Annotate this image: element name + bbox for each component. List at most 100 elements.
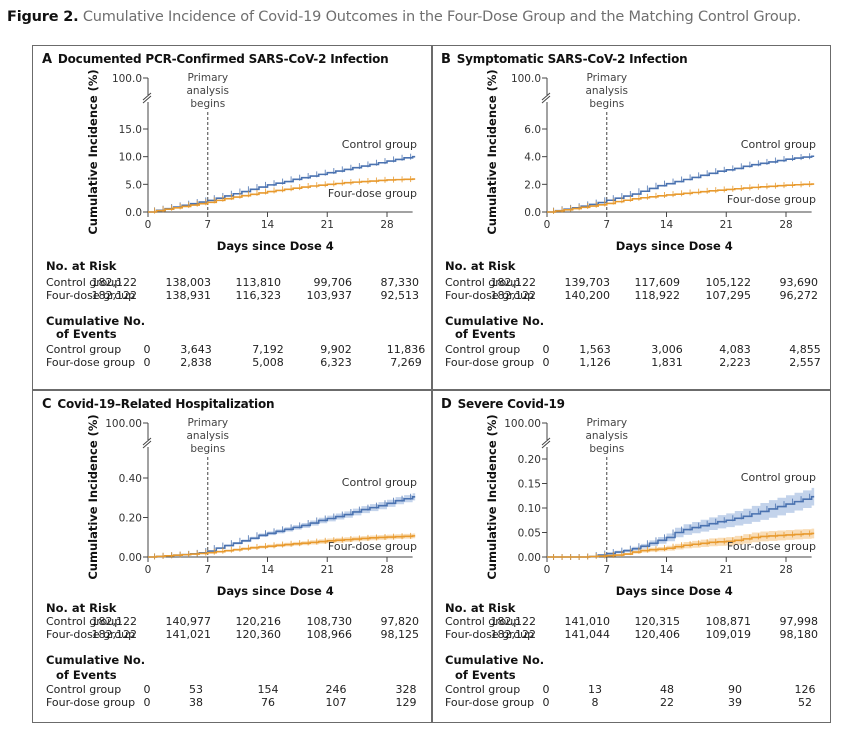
risk-value: 141,044 <box>564 628 611 641</box>
risk-value: 182,122 <box>91 628 138 641</box>
series-line-control <box>547 155 815 213</box>
x-tick-label: 21 <box>321 219 334 231</box>
events-value: 4,855 <box>789 343 821 356</box>
risk-row-name: Four-dose group <box>46 289 136 302</box>
series-label-fourdose: Four-dose group <box>328 187 417 200</box>
risk-value: 138,931 <box>165 289 212 302</box>
axis-break-mark <box>142 92 152 101</box>
axis-break-mark <box>142 95 152 104</box>
events-value: 9,902 <box>320 343 352 356</box>
y-axis-label: Cumulative Incidence (%) <box>485 414 499 579</box>
events-value: 3,006 <box>651 343 683 356</box>
chart-svg: Cumulative Incidence (%) 100.00 0.00 0.05 0.… <box>485 414 816 598</box>
events-value: 2,223 <box>719 356 751 369</box>
series-label-control: Control group <box>741 138 816 151</box>
y-tick-label-top: 100.00 <box>105 418 142 430</box>
y-tick-label-top: 100.0 <box>112 73 142 85</box>
risk-value: 87,330 <box>380 276 420 289</box>
risk-value: 97,998 <box>779 615 819 628</box>
panel-letter: A <box>42 52 52 67</box>
x-axis-label: Days since Dose 4 <box>217 239 334 253</box>
y-tick-label: 0.20 <box>518 454 541 466</box>
events-row-name: Control group <box>46 683 122 696</box>
risk-value: 118,922 <box>634 289 681 302</box>
panel-title: D Severe Covid-19 <box>441 397 565 412</box>
series-label-control: Control group <box>741 471 816 484</box>
figure-title: Figure 2. Cumulative Incidence of Covid-… <box>7 9 801 25</box>
events-value: 13 <box>588 683 602 696</box>
events-value: 0 <box>143 356 151 369</box>
y-tick-label: 10.0 <box>119 152 142 164</box>
panel-a: A Documented PCR-Confirmed SARS-CoV-2 Inf… <box>33 46 432 390</box>
events-header: of Events <box>56 327 117 341</box>
series-label-fourdose: Four-dose group <box>727 540 816 553</box>
y-tick-label: 0.0 <box>125 207 142 219</box>
events-value: 7,269 <box>390 356 422 369</box>
y-tick-label: 0.10 <box>518 503 541 515</box>
risk-value: 99,706 <box>313 276 353 289</box>
y-tick-label: 0.20 <box>119 513 142 525</box>
events-value: 7,192 <box>252 343 284 356</box>
risk-row-name: Four-dose group <box>445 289 535 302</box>
x-tick-label: 7 <box>603 564 610 576</box>
y-tick-label: 6.0 <box>524 124 541 136</box>
panel-title: C Covid-19–Related Hospitalization <box>42 397 275 412</box>
x-axis-label: Days since Dose 4 <box>616 584 733 598</box>
primary-analysis-label: Primary <box>586 417 627 429</box>
risk-value: 97,820 <box>380 615 420 628</box>
x-tick-label: 0 <box>145 219 152 231</box>
primary-analysis-label: Primary <box>187 417 228 429</box>
events-value: 0 <box>542 356 550 369</box>
risk-value: 182,122 <box>91 276 138 289</box>
events-value: 0 <box>542 696 550 709</box>
events-value: 4,083 <box>719 343 751 356</box>
events-value: 6,323 <box>320 356 352 369</box>
risk-value: 93,690 <box>779 276 819 289</box>
series-line-control <box>547 495 815 558</box>
y-tick-label: 0.40 <box>119 473 142 485</box>
primary-analysis-label: analysis <box>186 85 229 97</box>
events-row-name: Four-dose group <box>46 696 136 709</box>
risk-value: 107,295 <box>705 289 752 302</box>
risk-table: No. at Risk Control group 182,122 138,003 11… <box>46 46 426 390</box>
y-axis-label: Cumulative Incidence (%) <box>485 69 499 234</box>
x-tick-label: 7 <box>204 564 211 576</box>
x-tick-label: 21 <box>720 564 733 576</box>
risk-value: 117,609 <box>634 276 681 289</box>
events-value: 129 <box>395 696 417 709</box>
x-tick-label: 28 <box>380 219 393 231</box>
panel-title-text: Symptomatic SARS-CoV-2 Infection <box>456 52 688 66</box>
events-value: 2,838 <box>180 356 212 369</box>
at-risk-header: No. at Risk <box>445 601 516 615</box>
panel-b: B Symptomatic SARS-CoV-2 Infection Cumulat… <box>432 46 831 390</box>
events-value: 53 <box>189 683 203 696</box>
x-tick-label: 14 <box>660 564 674 576</box>
events-value: 90 <box>728 683 742 696</box>
confidence-band-fourdose <box>547 528 815 557</box>
events-value: 328 <box>395 683 417 696</box>
y-tick-label: 0.00 <box>119 552 142 564</box>
chart-svg: Cumulative Incidence (%) 100.0 0.0 2.0 4.0 6.… <box>485 69 816 253</box>
series-label-fourdose: Four-dose group <box>328 540 417 553</box>
risk-value: 139,703 <box>564 276 611 289</box>
series-line-control <box>148 155 416 213</box>
x-tick-label: 14 <box>261 564 275 576</box>
chart-svg: Cumulative Incidence (%) 100.00 0.00 0.20 0.… <box>86 414 417 598</box>
series-line-fourdose <box>547 183 815 213</box>
risk-value: 120,315 <box>634 615 681 628</box>
risk-value: 182,122 <box>490 615 537 628</box>
chart-svg: Cumulative Incidence (%) 100.0 0.0 5.0 10.0 1… <box>86 69 417 253</box>
panel-d: D Severe Covid-19 Cumulative Incidence (%)… <box>432 391 831 735</box>
y-tick-label: 4.0 <box>524 152 541 164</box>
y-tick-label: 0.05 <box>518 528 541 540</box>
events-header: of Events <box>455 668 516 682</box>
events-value: 2,557 <box>789 356 821 369</box>
risk-value: 182,122 <box>490 628 537 641</box>
x-tick-label: 28 <box>779 219 792 231</box>
panel-title-text: Severe Covid-19 <box>457 397 565 411</box>
x-tick-label: 28 <box>380 564 393 576</box>
x-axis-label: Days since Dose 4 <box>217 584 334 598</box>
figure-caption: Cumulative Incidence of Covid-19 Outcome… <box>82 9 801 25</box>
events-value: 8 <box>591 696 599 709</box>
risk-value: 108,730 <box>306 615 353 628</box>
